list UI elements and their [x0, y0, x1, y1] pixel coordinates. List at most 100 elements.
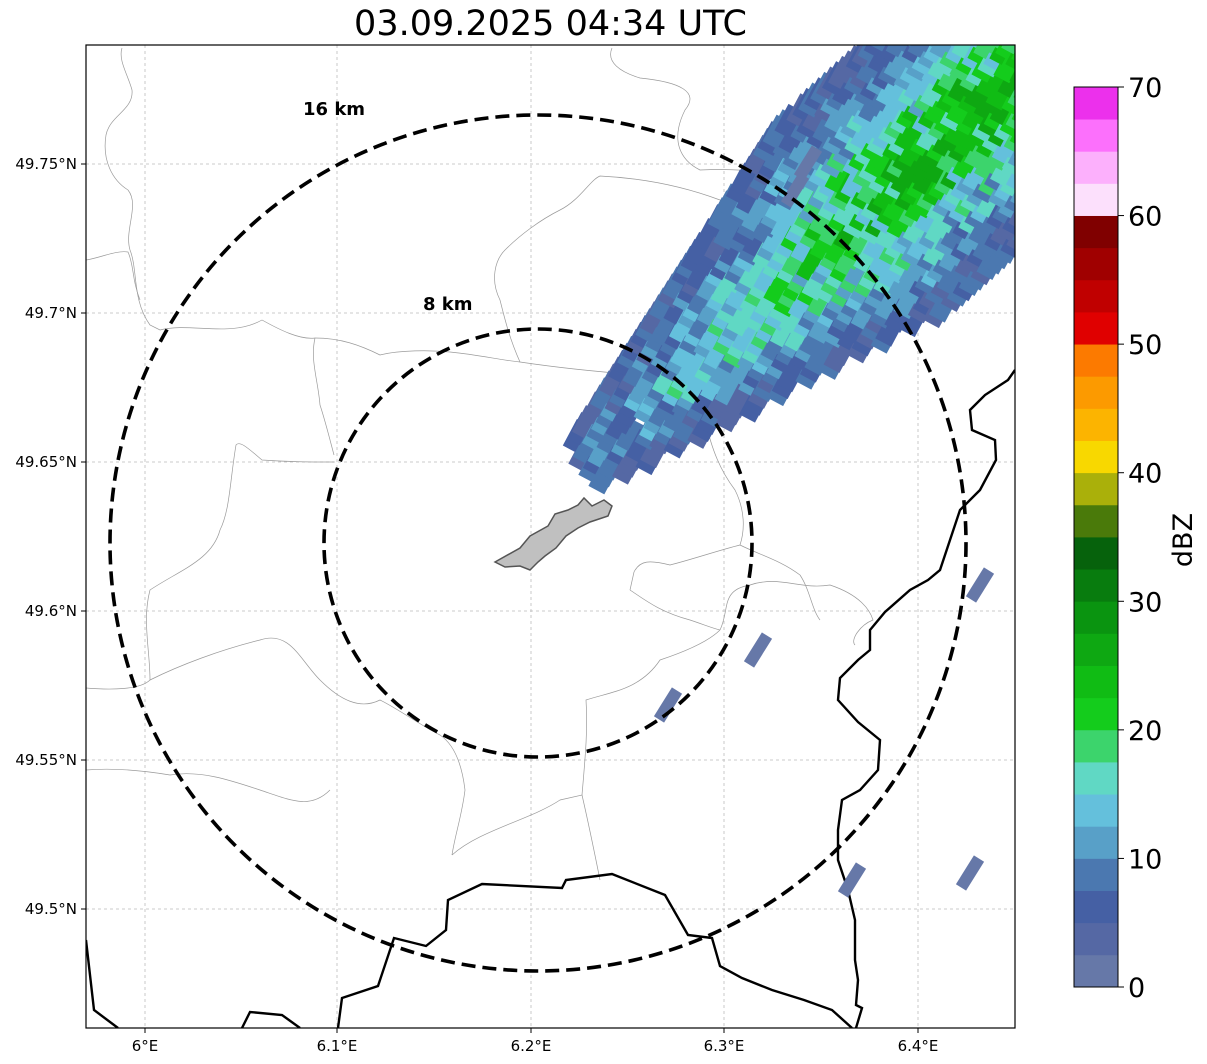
echo-cell — [925, 9, 955, 44]
colorbar-segment — [1074, 794, 1118, 827]
echo-cell — [995, 45, 1015, 62]
echo-cell — [1021, 43, 1051, 78]
x-tick-label: 6.4°E — [898, 1037, 939, 1055]
y-tick-label: 49.5°N — [25, 900, 77, 918]
ring-label-16km: 16 km — [303, 99, 365, 120]
echo-cell — [935, 45, 966, 55]
echo-cell — [937, 0, 967, 33]
echo-cell — [1011, 92, 1015, 128]
colorbar-segment — [1074, 569, 1118, 602]
echo-cell — [1018, 147, 1048, 182]
colorbar-tick-label: 40 — [1128, 459, 1162, 490]
colorbar — [1074, 87, 1118, 988]
x-tick-label: 6.2°E — [511, 1037, 552, 1055]
echo-cell — [1039, 88, 1069, 123]
echo-cell — [885, 45, 916, 60]
echo-cell — [1018, 87, 1048, 122]
echo-cell — [1044, 164, 1074, 199]
echo-cell — [863, 45, 894, 59]
echo-cell — [991, 10, 1021, 45]
echo-cell — [1013, 70, 1015, 106]
colorbar-segment — [1074, 472, 1118, 506]
echo-cell — [1040, 148, 1070, 183]
x-tick-label: 6.3°E — [704, 1037, 745, 1055]
echo-cell — [911, 0, 941, 16]
range-rings — [108, 113, 968, 973]
colorbar-segment — [1074, 697, 1118, 731]
range-ring-8km — [322, 327, 754, 759]
echo-cell — [959, 0, 989, 33]
echo-cell — [975, 4, 1005, 39]
echo-cell — [943, 0, 973, 27]
y-tick-label: 49.55°N — [15, 751, 77, 769]
range-ring-16km — [108, 113, 968, 973]
echo-cell — [1001, 141, 1015, 177]
echo-cell — [1048, 121, 1078, 156]
echo-cell — [1011, 45, 1015, 68]
echo-cell — [921, 0, 951, 27]
echo-cell — [1000, 163, 1015, 199]
echo-cell — [1032, 175, 1062, 210]
colorbar-segment — [1074, 183, 1118, 216]
echo-cell — [979, 45, 1010, 56]
echo-cell — [793, 145, 823, 181]
echo-cell — [743, 632, 773, 668]
echo-cell — [1004, 179, 1015, 215]
colorbar-segment — [1074, 826, 1118, 859]
echo-cell — [1019, 65, 1049, 100]
echo-cell — [1046, 142, 1076, 177]
echo-cell — [1011, 152, 1015, 188]
echo-cell — [947, 9, 977, 44]
echo-cell — [1042, 126, 1072, 161]
echo-cell — [1030, 197, 1060, 232]
echo-cell — [1001, 81, 1015, 117]
echo-cell — [915, 0, 945, 32]
echo-cell — [949, 0, 979, 22]
echo-cell — [1044, 104, 1074, 139]
colorbar-segment — [1074, 408, 1118, 441]
radar-echoes — [562, 0, 1078, 898]
colorbar-segment — [1074, 504, 1118, 538]
echo-cell — [1001, 45, 1015, 57]
colorbar-segment — [1074, 151, 1118, 184]
echo-cell — [1018, 208, 1048, 243]
echo-cell — [653, 687, 683, 723]
echo-cell — [973, 45, 1004, 61]
echo-cell — [1034, 153, 1064, 188]
echo-cell — [1024, 142, 1054, 177]
national-borders — [86, 369, 1015, 1028]
colorbar-tick-label: 50 — [1128, 330, 1162, 361]
echo-cell — [1028, 98, 1058, 133]
echo-cell — [955, 855, 985, 891]
echo-cell — [917, 0, 947, 10]
echo-cell — [1022, 104, 1052, 139]
echo-cell — [875, 45, 906, 48]
colorbar-segment — [1074, 247, 1118, 281]
echo-cell — [1003, 119, 1015, 155]
echo-cell — [1048, 181, 1078, 216]
echo-cell — [941, 45, 972, 50]
echo-cell — [1034, 93, 1064, 128]
colorbar-segment — [1074, 87, 1118, 120]
y-tick-label: 49.7°N — [25, 304, 77, 322]
echo-cell — [780, 172, 810, 208]
echo-cell — [951, 45, 982, 61]
y-tick-label: 49.65°N — [15, 453, 77, 471]
colorbar-tick-label: 70 — [1128, 73, 1162, 104]
colorbar-segment — [1074, 954, 1118, 988]
echo-cell — [1024, 82, 1054, 117]
echo-cell — [965, 567, 995, 603]
echo-cell — [1012, 212, 1015, 248]
echo-cell — [1029, 76, 1059, 111]
colorbar-tick-label: 10 — [1128, 844, 1162, 875]
echo-cell — [907, 45, 938, 60]
colorbar-segment — [1074, 537, 1118, 570]
echo-cell — [1000, 223, 1015, 259]
colorbar-segment — [1074, 665, 1118, 699]
echo-cell — [1020, 126, 1050, 161]
colorbar-segment — [1074, 633, 1118, 666]
colorbar-segment — [1074, 922, 1118, 956]
city-outline-shape — [493, 496, 613, 571]
echo-cell — [1022, 164, 1052, 199]
